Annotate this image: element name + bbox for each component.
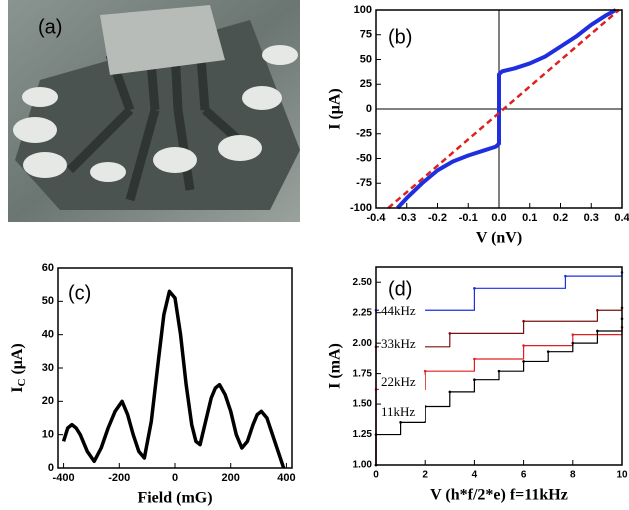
- y-tick-label: 2.50: [353, 277, 373, 288]
- pads: [13, 45, 298, 182]
- chip: [100, 5, 225, 75]
- data-point: [571, 341, 575, 345]
- data-line: [375, 318, 623, 465]
- y-tick-label: -75: [356, 177, 372, 189]
- data-point: [497, 369, 501, 373]
- data-point: [522, 344, 525, 347]
- x-tick-label: 0.4: [614, 212, 629, 224]
- series-annotation: 33kHz: [381, 336, 416, 351]
- y-tick-label: 1.50: [353, 399, 373, 410]
- y-tick-label: 50: [42, 295, 54, 307]
- y-tick-label: -25: [356, 128, 372, 140]
- data-line: [375, 272, 623, 465]
- x-tick-label: 2: [422, 470, 428, 481]
- y-tick-label: 20: [42, 395, 54, 407]
- y-axis-label: I (mA): [327, 343, 344, 389]
- x-tick-label: 10: [616, 470, 628, 481]
- y-tick-label: 2.00: [353, 338, 373, 349]
- data-point: [473, 378, 476, 382]
- series-annotation: 11kHz: [381, 404, 415, 419]
- data-point: [448, 332, 452, 335]
- y-axis-label-unit: (μA): [9, 343, 26, 378]
- y-tick-label: 1.25: [353, 429, 373, 440]
- x-tick-label: -0.1: [459, 212, 478, 224]
- panel-label: (b): [388, 26, 412, 48]
- y-tick-label: 0: [48, 462, 54, 474]
- annotation-bg: [379, 304, 425, 320]
- y-tick-label: 100: [354, 4, 372, 16]
- data-line: [387, 9, 620, 209]
- x-tick-label: 200: [222, 472, 240, 484]
- plot-frame: [375, 266, 623, 466]
- y-tick-label: 1.00: [353, 460, 373, 471]
- y-tick-label: 30: [42, 362, 54, 374]
- data-point: [564, 274, 567, 278]
- annotation-bg: [379, 375, 425, 391]
- y-tick-label: 0: [366, 103, 372, 115]
- x-tick-label: 4: [472, 470, 478, 481]
- x-tick-label: 0.1: [522, 212, 537, 224]
- data-point: [596, 329, 599, 333]
- y-tick-label: 1.75: [353, 368, 373, 379]
- y-tick-label: -100: [350, 202, 372, 214]
- data-point: [399, 421, 402, 424]
- data-line: [61, 289, 286, 469]
- data-line: [396, 8, 617, 210]
- series-annotation: 22kHz: [381, 374, 416, 389]
- x-axis-label: V (h*f/2*e) f=11kHz: [430, 487, 568, 504]
- x-tick-label: -400: [53, 472, 75, 484]
- x-tick-label: -0.3: [397, 212, 416, 224]
- y-tick-label: 25: [360, 78, 372, 90]
- y-tick-label: 50: [360, 53, 372, 65]
- x-axis-label: Field (mG): [137, 490, 212, 507]
- data-point: [423, 369, 427, 373]
- x-tick-label: -200: [108, 472, 130, 484]
- photo: (a): [8, 0, 300, 222]
- y-axis-label: IC (μA): [9, 343, 28, 392]
- annotation-bg: [379, 405, 425, 421]
- data-point: [522, 360, 525, 363]
- data-point: [522, 319, 525, 323]
- data-point: [546, 350, 550, 353]
- annotation-bg: [379, 337, 425, 353]
- y-tick-label: -50: [356, 152, 372, 164]
- y-tick-label: 10: [42, 429, 54, 441]
- y-tick-label: 2.25: [353, 307, 373, 318]
- y-axis-label-main: I: [9, 387, 26, 393]
- x-tick-label: 8: [570, 470, 576, 481]
- y-tick-label: 60: [42, 262, 54, 274]
- panel-label: (d): [388, 278, 412, 300]
- data-point: [448, 390, 452, 394]
- panel-label: (c): [68, 282, 91, 304]
- x-tick-label: 6: [521, 470, 527, 481]
- series-annotation: 44kHz: [381, 303, 416, 318]
- x-tick-label: 0.3: [584, 212, 599, 224]
- x-tick-label: 0.2: [553, 212, 568, 224]
- y-axis-label-sub: C: [16, 379, 28, 387]
- x-tick-label: -0.2: [428, 212, 447, 224]
- y-tick-label: 40: [42, 329, 54, 341]
- y-tick-label: 75: [360, 29, 372, 41]
- x-axis-label: V (nV): [476, 230, 522, 247]
- data-point: [596, 308, 599, 312]
- x-tick-label: -0.4: [367, 212, 387, 224]
- data-point: [473, 357, 476, 361]
- x-tick-label: 0: [373, 470, 379, 481]
- data-point: [571, 333, 575, 336]
- x-tick-label: 0: [172, 472, 178, 484]
- data-point: [473, 287, 476, 290]
- x-tick-label: 400: [277, 472, 295, 484]
- y-axis-label: I (μA): [327, 88, 344, 130]
- x-tick-label: 0.0: [491, 212, 506, 224]
- panel-label: (a): [38, 16, 62, 38]
